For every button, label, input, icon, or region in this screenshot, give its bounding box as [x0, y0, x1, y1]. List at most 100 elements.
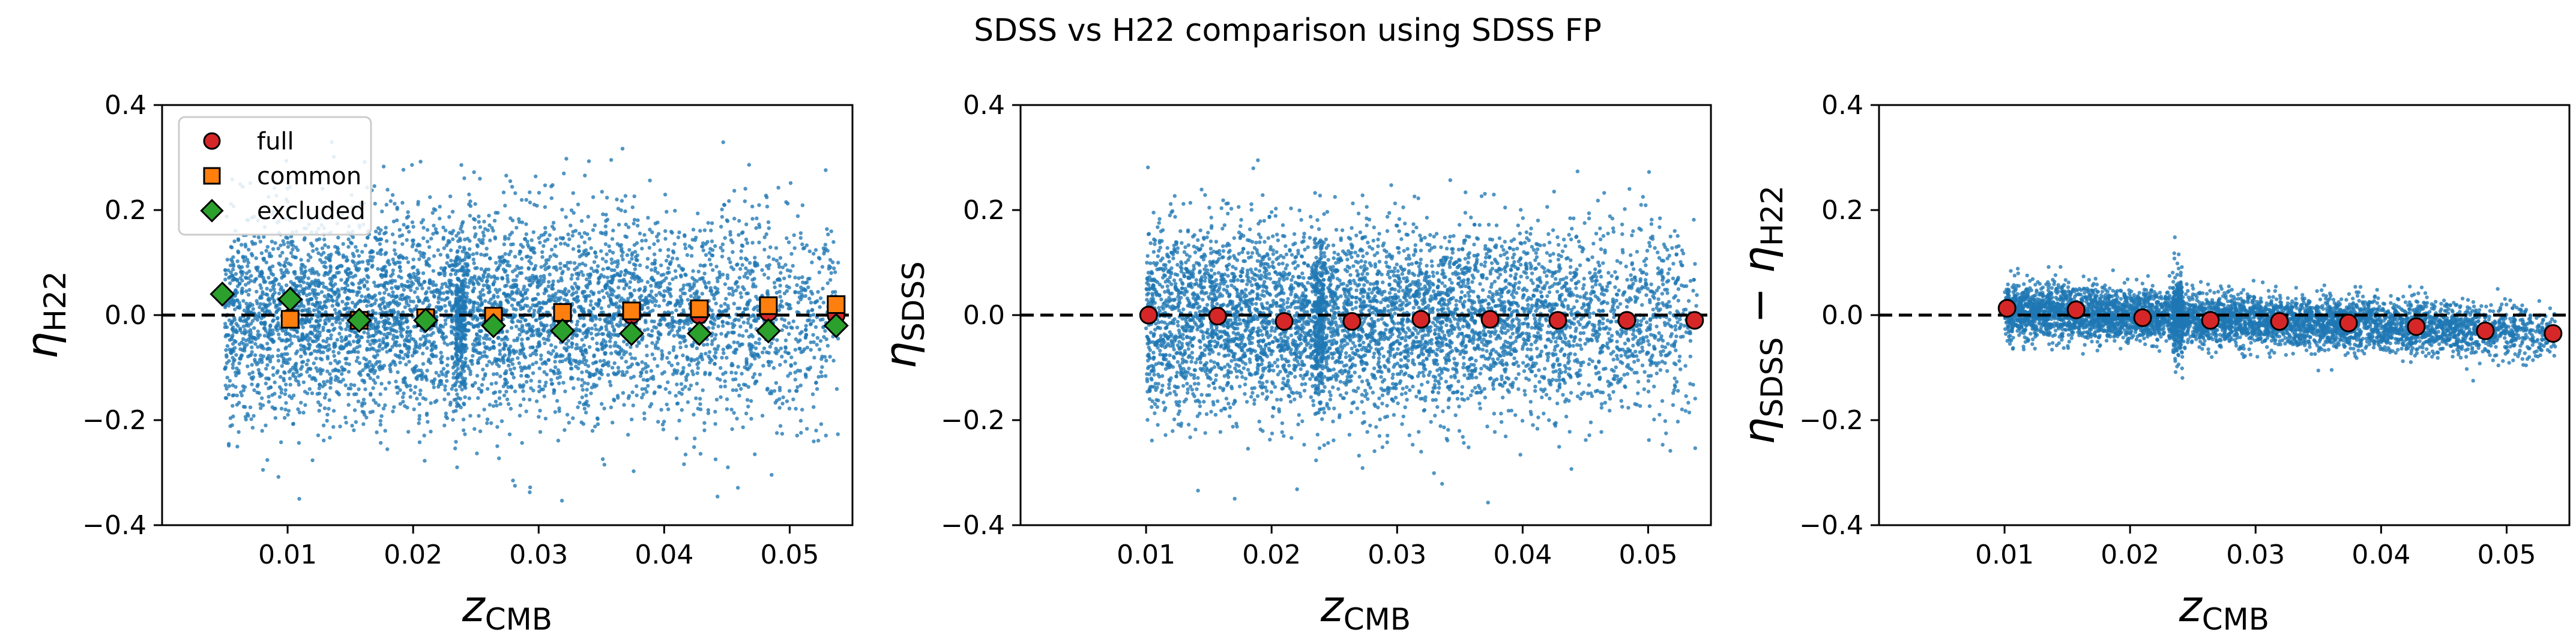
- scatter-point: [223, 366, 228, 370]
- scatter-point: [379, 228, 383, 232]
- scatter-point: [370, 263, 375, 268]
- scatter-point: [416, 200, 420, 204]
- scatter-point: [624, 222, 628, 227]
- scatter-point: [628, 280, 633, 284]
- scatter-point: [799, 350, 803, 355]
- scatter-point: [321, 423, 326, 427]
- scatter-point: [472, 427, 477, 431]
- scatter-point: [477, 282, 481, 286]
- scatter-point: [333, 358, 337, 363]
- scatter-point: [378, 423, 383, 427]
- scatter-point: [224, 348, 228, 352]
- scatter-point: [610, 261, 614, 265]
- scatter-point: [785, 289, 789, 293]
- scatter-point: [378, 291, 382, 295]
- scatter-point: [660, 349, 664, 353]
- scatter-point: [558, 261, 563, 266]
- scatter-point: [625, 370, 629, 375]
- scatter-point: [381, 268, 385, 272]
- scatter-point: [483, 354, 487, 358]
- scatter-point: [433, 208, 438, 212]
- scatter-point: [374, 229, 378, 233]
- scatter-point: [268, 347, 272, 351]
- scatter-point: [231, 393, 235, 398]
- scatter-point: [772, 389, 777, 393]
- scatter-point: [442, 298, 447, 302]
- scatter-point: [783, 346, 788, 350]
- scatter-point: [542, 263, 547, 268]
- scatter-point: [432, 295, 436, 299]
- scatter-point: [333, 290, 338, 295]
- scatter-point: [284, 382, 288, 387]
- scatter-point: [250, 363, 254, 367]
- scatter-point: [451, 229, 456, 233]
- scatter-point: [786, 374, 790, 378]
- scatter-point: [569, 362, 573, 366]
- scatter-point: [777, 262, 781, 266]
- scatter-point: [539, 265, 543, 269]
- scatter-point: [464, 296, 468, 301]
- scatter-point: [262, 256, 266, 260]
- scatter-point: [373, 301, 377, 305]
- scatter-point: [544, 258, 549, 262]
- scatter-point: [254, 277, 259, 281]
- scatter-point: [585, 399, 589, 404]
- scatter-point: [609, 336, 613, 340]
- scatter-point: [283, 416, 287, 420]
- scatter-point: [498, 349, 502, 353]
- scatter-point: [515, 291, 519, 295]
- scatter-point: [502, 353, 507, 358]
- scatter-point: [740, 263, 744, 267]
- scatter-point: [234, 272, 238, 276]
- scatter-point: [731, 331, 735, 335]
- scatter-point: [339, 335, 343, 340]
- scatter-point: [671, 256, 675, 260]
- scatter-point: [353, 274, 358, 278]
- scatter-point: [302, 348, 306, 352]
- scatter-point: [609, 288, 613, 293]
- scatter-point: [311, 248, 315, 253]
- scatter-point: [665, 402, 669, 407]
- scatter-point: [492, 372, 496, 376]
- scatter-point: [654, 281, 659, 286]
- scatter-point: [828, 355, 832, 359]
- scatter-point: [225, 344, 230, 348]
- scatter-point: [253, 241, 258, 246]
- scatter-point: [580, 395, 584, 400]
- scatter-point: [683, 233, 687, 237]
- scatter-point: [512, 339, 516, 343]
- scatter-point: [566, 339, 571, 343]
- scatter-point: [711, 293, 716, 298]
- scatter-point: [662, 316, 666, 320]
- scatter-point: [600, 289, 605, 293]
- scatter-point: [426, 333, 430, 337]
- scatter-point: [461, 428, 466, 433]
- scatter-point: [286, 245, 291, 249]
- scatter-point: [262, 334, 267, 338]
- scatter-point: [581, 273, 585, 277]
- scatter-point: [812, 405, 816, 409]
- scatter-point: [777, 385, 782, 390]
- scatter-point: [582, 230, 587, 235]
- scatter-point: [570, 293, 574, 297]
- scatter-point: [594, 254, 599, 259]
- scatter-point: [723, 236, 727, 240]
- scatter-point: [425, 227, 430, 232]
- scatter-point: [443, 322, 448, 326]
- scatter-point: [243, 385, 247, 390]
- scatter-point: [231, 355, 235, 360]
- scatter-point: [306, 334, 310, 339]
- scatter-point: [536, 292, 540, 296]
- scatter-point: [379, 248, 384, 252]
- scatter-point: [317, 409, 321, 413]
- scatter-point: [495, 302, 499, 307]
- scatter-point: [491, 404, 496, 408]
- scatter-point: [677, 263, 681, 268]
- scatter-point: [710, 221, 714, 225]
- scatter-point: [710, 342, 714, 346]
- scatter-point: [666, 380, 670, 385]
- scatter-point: [483, 269, 487, 274]
- scatter-point: [314, 357, 318, 361]
- scatter-point: [756, 316, 761, 320]
- scatter-point: [557, 381, 561, 385]
